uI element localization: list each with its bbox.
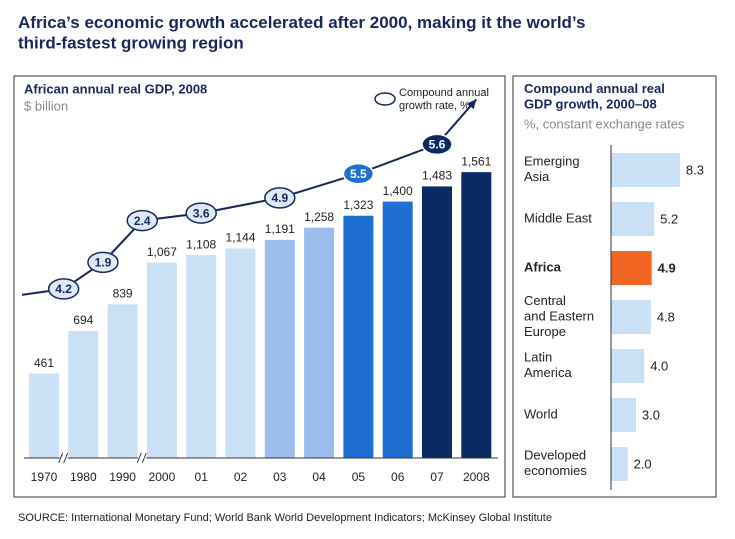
x-tick-label: 05 (352, 470, 366, 484)
bar (343, 215, 374, 458)
x-tick-label: 07 (430, 470, 444, 484)
axis-break-gap (59, 455, 68, 461)
bar (304, 227, 335, 458)
x-tick-label: 06 (391, 470, 405, 484)
x-tick-label: 1970 (31, 470, 58, 484)
value-label: 1,191 (265, 222, 295, 236)
x-tick-label: 03 (273, 470, 287, 484)
growth-oval (47, 278, 80, 300)
value-label: 1,400 (383, 184, 413, 198)
legend-oval (374, 92, 396, 106)
bar (68, 330, 99, 458)
right-title: Compound annual real GDP growth, 2000–08 (524, 81, 665, 112)
x-tick-label: 01 (195, 470, 209, 484)
growth-oval (126, 209, 158, 232)
bar (611, 398, 636, 432)
category-label: Emerging Asia (524, 154, 580, 185)
right-subtitle: %, constant exchange rates (524, 116, 685, 131)
growth-oval (87, 251, 119, 274)
left-panel (13, 75, 506, 498)
axis-break-gap (138, 455, 147, 461)
growth-oval (421, 133, 453, 156)
growth-label: 2.4 (134, 214, 151, 228)
category-label: Latin America (524, 350, 572, 381)
value-label: 3.0 (642, 407, 660, 422)
growth-label: 3.6 (193, 206, 210, 220)
category-label: Central and Eastern Europe (524, 293, 594, 339)
x-tick-label: 02 (234, 470, 248, 484)
value-label: 1,323 (343, 198, 373, 212)
growth-arrowhead (467, 99, 477, 110)
bar (29, 373, 59, 458)
growth-oval (342, 162, 375, 185)
value-label: 461 (34, 356, 54, 370)
source: SOURCE: International Monetary Fund; Wor… (18, 512, 552, 524)
bar (107, 304, 138, 458)
category-label: Developed economies (524, 448, 587, 479)
bar (382, 201, 413, 458)
x-tick-label: 2000 (149, 470, 176, 484)
bar (225, 248, 256, 458)
bar (611, 251, 652, 285)
bar (146, 262, 177, 458)
value-label: 2.0 (634, 456, 652, 471)
value-label: 1,561 (461, 154, 491, 168)
axis-break (58, 452, 64, 464)
value-label: 4.0 (650, 358, 668, 373)
value-label: 1,108 (186, 237, 216, 251)
growth-oval (185, 202, 217, 224)
value-label: 1,144 (225, 231, 255, 245)
category-label: Africa (524, 259, 562, 274)
category-label: Middle East (524, 210, 592, 225)
value-label: 1,258 (304, 210, 334, 224)
value-label: 5.2 (660, 211, 678, 226)
growth-oval (264, 187, 296, 209)
value-label: 694 (73, 313, 93, 327)
category-label: World (524, 406, 558, 421)
bar (264, 239, 295, 458)
axis-break (136, 452, 142, 464)
x-tick-label: 2008 (463, 470, 490, 484)
value-label: 839 (113, 287, 133, 301)
page-title: Africa’s economic growth accelerated aft… (18, 13, 585, 52)
growth-label: 5.5 (350, 167, 367, 181)
bar (611, 447, 628, 481)
growth-label: 4.9 (271, 191, 288, 205)
bar (461, 172, 492, 458)
growth-label: 4.2 (55, 282, 72, 296)
bar (611, 153, 680, 187)
growth-label: 5.6 (429, 138, 446, 152)
bar (611, 202, 655, 236)
value-label: 8.3 (686, 162, 704, 177)
x-tick-label: 1990 (109, 470, 136, 484)
growth-label: 1.9 (95, 256, 112, 270)
axis-break (63, 452, 69, 464)
left-title: African annual real GDP, 2008 (24, 81, 207, 96)
right-panel (512, 75, 717, 498)
legend-text: Compound annual growth rate, % (399, 87, 489, 112)
x-tick-label: 04 (312, 470, 326, 484)
bar (422, 186, 452, 458)
bar (611, 300, 651, 334)
value-label: 1,483 (422, 169, 452, 183)
bar (611, 349, 645, 383)
value-label: 4.8 (657, 309, 675, 324)
left-subtitle: $ billion (24, 98, 68, 113)
value-label: 1,067 (147, 245, 177, 259)
x-tick-label: 1980 (70, 470, 97, 484)
axis-break (141, 452, 147, 464)
bar (186, 255, 217, 458)
value-label: 4.9 (658, 260, 676, 275)
